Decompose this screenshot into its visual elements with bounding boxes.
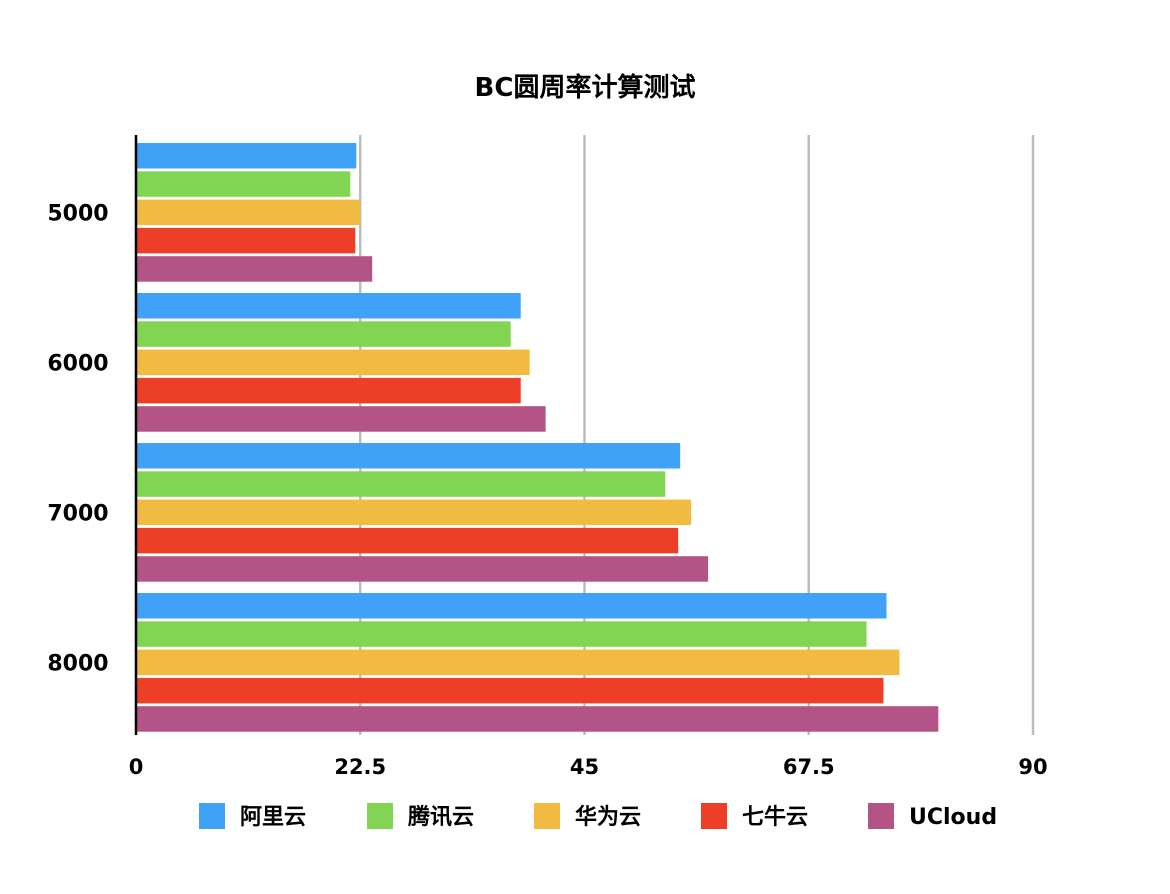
legend-swatch [199,803,225,829]
bar [136,556,709,582]
legend-swatch [534,803,560,829]
legend-swatch [701,803,727,829]
legend-swatch [367,803,393,829]
bar [136,256,373,282]
category-labels: 5000 6000 7000 8000 [47,201,108,676]
legend-item: 腾讯云 [367,803,474,830]
legend-label: 七牛云 [742,804,808,830]
bar [136,227,356,254]
legend-label: 腾讯云 [408,805,474,830]
bar [136,171,351,197]
bar [136,406,546,432]
bar [136,471,666,497]
category-label: 5000 [47,201,108,226]
bar [136,649,900,676]
category-label: 8000 [47,651,108,676]
bars [136,143,939,732]
bar [136,443,681,469]
category-label: 6000 [47,351,108,376]
x-tick-label: 45 [570,755,599,779]
chart-title: BC圆周率计算测试 [475,72,696,103]
bar [136,377,521,404]
bar [136,499,692,526]
bar [136,321,511,347]
legend-swatch [868,803,894,829]
x-tick-label: 67.5 [783,755,835,779]
legend-label: 华为云 [575,804,641,830]
legend-item: 华为云 [534,803,641,830]
bar [136,621,867,647]
category-label: 7000 [47,501,108,526]
x-tick-label: 0 [129,755,144,779]
bar [136,593,887,619]
bar [136,677,884,704]
x-tick-label: 90 [1018,755,1047,779]
bar [136,527,679,554]
legend: 阿里云 腾讯云 华为云 七牛云 UCloud [199,803,997,830]
bar [136,199,361,226]
bar [136,143,357,169]
legend-item: 七牛云 [701,803,808,830]
legend-label: 阿里云 [240,805,306,830]
x-tick-label: 22.5 [334,755,386,779]
bar [136,706,939,732]
legend-item: UCloud [868,803,997,830]
legend-item: 阿里云 [199,803,306,830]
x-tick-labels: 0 22.5 45 67.5 90 [129,755,1048,779]
legend-label: UCloud [909,805,997,830]
bar [136,293,521,319]
bar [136,349,530,376]
